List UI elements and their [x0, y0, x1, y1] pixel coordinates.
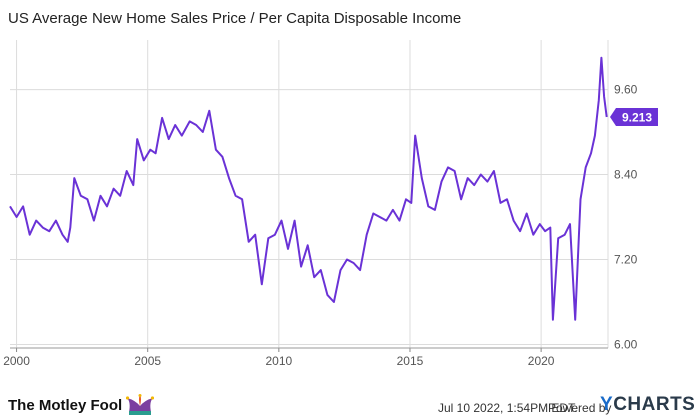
jester-hat-icon: [126, 394, 155, 415]
x-tick-label: 2005: [134, 354, 161, 368]
brand-name: The Motley Fool: [8, 396, 123, 414]
powered-by-label: Powered by: [548, 401, 612, 415]
tick-labels: 6.00 7.20 8.40 9.60 2000 2005 2010 2015 2020: [3, 83, 637, 368]
ycharts-logo-rest: CHARTS: [613, 394, 696, 415]
y-tick-label: 9.60: [614, 83, 638, 97]
chart-title: US Average New Home Sales Price / Per Ca…: [8, 10, 462, 27]
x-tick-label: 2020: [528, 354, 555, 368]
series-line: [9, 56, 608, 321]
y-tick-label: 6.00: [614, 337, 638, 351]
x-tick-label: 2010: [265, 354, 292, 368]
timestamp: Jul 10 2022, 1:54PM EDT.: [438, 401, 578, 415]
last-value-label: 9.213: [622, 110, 652, 124]
grid: [10, 40, 609, 348]
y-tick-label: 8.40: [614, 168, 638, 182]
axes: [10, 347, 608, 352]
series-layer: [9, 56, 608, 321]
last-value-badge-shape: [610, 107, 658, 126]
x-tick-label: 2015: [397, 354, 424, 368]
ycharts-logo[interactable]: YCHARTS: [600, 394, 695, 416]
motley-fool-logo[interactable]: The Motley Fool: [8, 394, 155, 416]
last-value-badge: 9.213: [610, 107, 658, 126]
ycharts-logo-y: Y: [600, 394, 614, 415]
y-tick-label: 7.20: [614, 252, 638, 266]
x-tick-label: 2000: [3, 354, 30, 368]
footer: The Motley Fool Jul 10 2022, 1:54PM EDT.…: [0, 390, 700, 420]
